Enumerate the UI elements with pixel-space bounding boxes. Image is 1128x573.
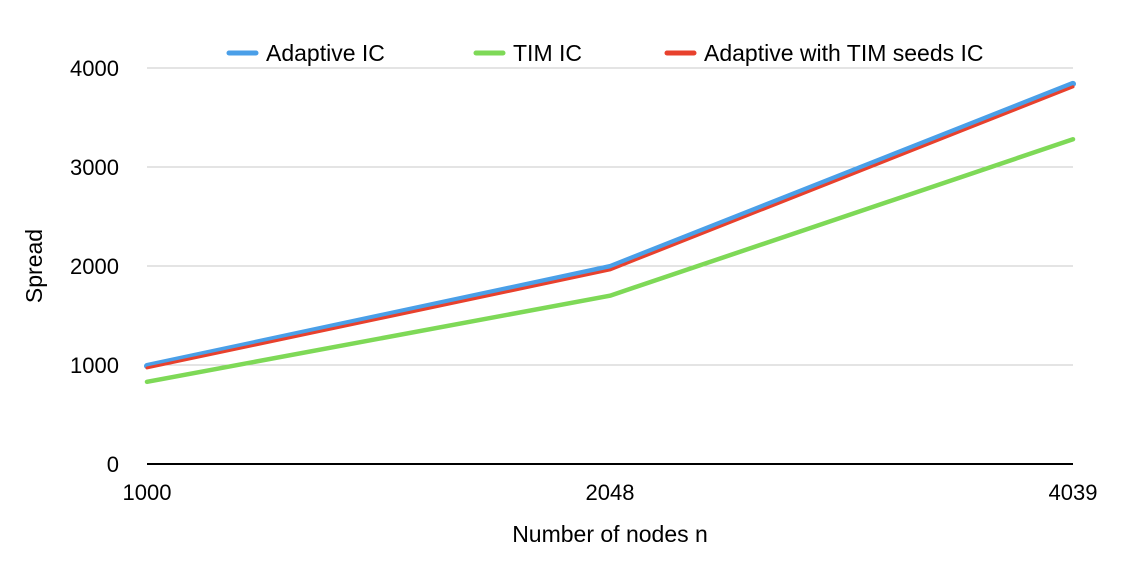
x-tick-label: 2048: [586, 480, 635, 505]
legend: Adaptive IC TIM IC Adaptive with TIM seeds…: [226, 40, 984, 66]
series-line-2: [145, 85, 1075, 370]
series-line-0: [144, 80, 1076, 369]
series-line-1: [144, 137, 1076, 385]
x-tick-label: 1000: [123, 480, 172, 505]
y-tick-label: 4000: [70, 56, 119, 81]
x-tick-label: 4039: [1049, 480, 1098, 505]
y-tick-label: 2000: [70, 254, 119, 279]
y-tick-label: 0: [107, 452, 119, 477]
legend-label: Adaptive IC: [266, 40, 385, 66]
gridlines: [147, 67, 1073, 366]
legend-label: Adaptive with TIM seeds IC: [704, 40, 984, 66]
y-tick-label: 1000: [70, 353, 119, 378]
y-axis-title: Spread: [21, 229, 47, 303]
series-lines: [144, 80, 1076, 385]
x-axis-title: Number of nodes n: [512, 521, 708, 547]
y-tick-label: 3000: [70, 155, 119, 180]
legend-label: TIM IC: [513, 40, 582, 66]
